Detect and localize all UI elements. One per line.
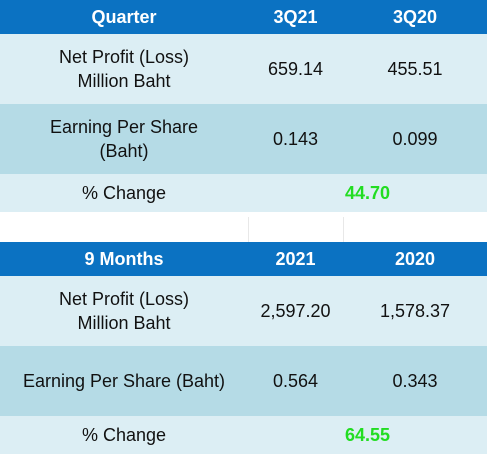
row-label-line2: (Baht): [99, 141, 149, 161]
row-label-line1: Net Profit (Loss): [58, 47, 190, 67]
nine-months-header-label: 9 Months: [84, 248, 164, 269]
cell-value: 2,597.20: [260, 300, 331, 321]
change-label: % Change: [81, 425, 167, 445]
row-label-line2: Million Baht: [77, 71, 171, 91]
nine-months-table: 9 Months 2021 2020 Net Profit (Loss) Mil…: [0, 242, 487, 454]
row-label: Net Profit (Loss) Million Baht: [0, 276, 248, 346]
cell-value: 1,578.37: [379, 300, 451, 321]
nine-months-header-2020: 2020: [394, 248, 436, 269]
row-label: Net Profit (Loss) Million Baht: [0, 34, 248, 104]
change-value: 44.70: [344, 182, 391, 203]
cell-value: 0.143: [272, 128, 319, 149]
quarter-header-row: Quarter 3Q21 3Q20: [0, 0, 487, 34]
cell-value: 455.51: [387, 58, 443, 79]
change-value: 64.55: [344, 424, 391, 445]
row-label-line2: Million Baht: [77, 313, 171, 333]
table-row: Earning Per Share (Baht) 0.143 0.099: [0, 104, 487, 174]
row-label: Earning Per Share (Baht): [0, 104, 248, 174]
cell-value: 0.343: [392, 370, 438, 391]
quarter-header-label: Quarter: [91, 6, 157, 27]
table-row: Earning Per Share (Baht) 0.564 0.343: [0, 346, 487, 416]
row-label-line1: Earning Per Share: [49, 117, 199, 137]
cell-value: 0.564: [272, 370, 319, 391]
change-label: % Change: [81, 183, 167, 203]
change-row: % Change 44.70: [0, 174, 487, 212]
row-label: Earning Per Share (Baht): [22, 371, 226, 391]
cell-value: 659.14: [267, 58, 324, 79]
cell-value: 0.099: [392, 128, 438, 149]
nine-months-header-2021: 2021: [275, 248, 316, 269]
row-label-line1: Net Profit (Loss): [58, 289, 190, 309]
table-row: Net Profit (Loss) Million Baht 659.14 45…: [0, 34, 487, 104]
quarter-header-3q20: 3Q20: [392, 6, 438, 27]
quarter-header-3q21: 3Q21: [273, 6, 318, 27]
quarter-table: Quarter 3Q21 3Q20 Net Profit (Loss) Mill…: [0, 0, 487, 212]
change-row: % Change 64.55: [0, 416, 487, 454]
table-gap: [0, 217, 487, 242]
nine-months-header-row: 9 Months 2021 2020: [0, 242, 487, 276]
table-row: Net Profit (Loss) Million Baht 2,597.20 …: [0, 276, 487, 346]
